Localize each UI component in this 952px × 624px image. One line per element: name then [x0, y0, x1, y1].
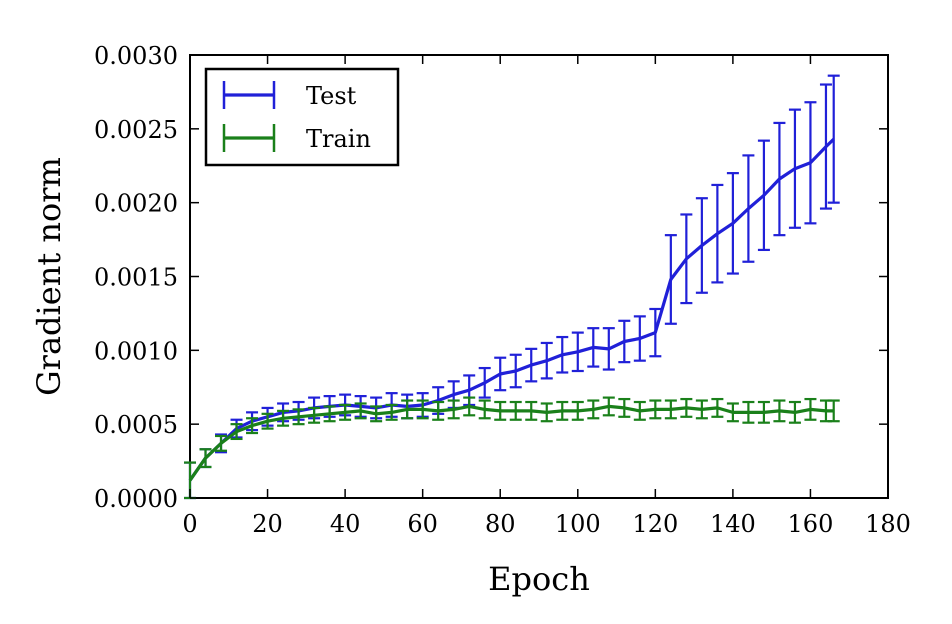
- train-error-bar: [827, 399, 840, 423]
- legend-item-train: Train: [222, 124, 371, 153]
- plot-area: [184, 54, 889, 500]
- legend-item-test: Test: [222, 81, 357, 110]
- x-tick-label: 160: [788, 510, 834, 538]
- x-axis-title: Epoch: [488, 560, 590, 598]
- train-line: [188, 404, 834, 482]
- x-tick-label: 100: [555, 510, 601, 538]
- legend-box: [204, 67, 400, 167]
- test-error-bar: [827, 74, 840, 204]
- y-tick-label: 0.0010: [94, 337, 178, 365]
- y-tick-label: 0.0025: [94, 116, 178, 144]
- test-line: [188, 138, 835, 482]
- x-tick-label: 140: [710, 510, 756, 538]
- series-train: [184, 396, 840, 500]
- x-tick-label: 80: [485, 510, 516, 538]
- x-tick-label: 40: [330, 510, 361, 538]
- x-axis: 0 20 40 60 80 100 120 140 160 180: [182, 55, 911, 538]
- y-tick-label: 0.0020: [94, 190, 178, 218]
- legend-label-test: Test: [306, 82, 357, 110]
- x-tick-label: 20: [252, 510, 283, 538]
- y-tick-label: 0.0005: [94, 411, 178, 439]
- series-layer: [184, 74, 840, 500]
- legend-swatch-test: [222, 81, 276, 109]
- legend-swatch-train: [222, 124, 276, 152]
- x-tick-label: 60: [407, 510, 438, 538]
- legend: Test Train: [204, 67, 400, 167]
- legend-label-train: Train: [306, 125, 371, 153]
- x-tick-label: 120: [632, 510, 678, 538]
- x-tick-label: 180: [865, 510, 911, 538]
- y-axis: 0.0000 0.0005 0.0010 0.0015 0.0020 0.0025 0.00…: [94, 42, 888, 513]
- x-tick-label: 0: [182, 510, 197, 538]
- y-tick-label: 0.0000: [94, 485, 178, 513]
- y-axis-title: Gradient norm: [30, 157, 68, 396]
- y-tick-label: 0.0030: [94, 42, 178, 70]
- y-tick-label: 0.0015: [94, 264, 178, 292]
